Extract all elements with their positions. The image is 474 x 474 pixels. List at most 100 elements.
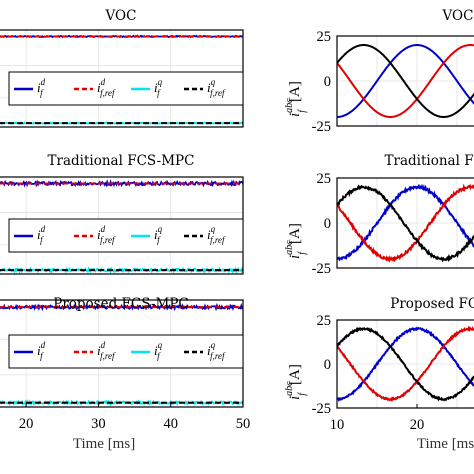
y-axis-label: iabc f [A]	[284, 223, 308, 259]
y-axis-label-base: i	[287, 255, 303, 259]
y-axis-label-sup: abc	[284, 240, 295, 255]
legend-entry-3: iq f	[154, 224, 163, 245]
legend-box	[8, 218, 244, 253]
legend-entry-base: i	[207, 343, 211, 358]
legend: id f id f,ref iq f iq f,ref	[8, 71, 244, 106]
y-tick-label: 0	[324, 74, 331, 90]
legend: id f id f,ref iq f iq f,ref	[8, 218, 244, 253]
x-tick-label: 50	[236, 416, 251, 432]
legend-entry-base: i	[97, 343, 101, 358]
legend-entry-base: i	[154, 343, 158, 358]
phase-c-line	[337, 184, 474, 263]
legend-entry-2: id f,ref	[97, 224, 116, 245]
legend: id f id f,ref iq f iq f,ref	[8, 334, 244, 369]
y-tick-label: 25	[317, 29, 332, 45]
plot-area	[0, 302, 243, 407]
legend-entry-base: i	[207, 227, 211, 242]
y-axis-label-base: i	[287, 113, 303, 117]
y-tick-label: -25	[312, 119, 331, 135]
legend-entry-sup: q	[211, 340, 216, 350]
y-axis-label-unit: [A]	[287, 223, 303, 244]
legend-entry-sup: d	[101, 224, 106, 234]
x-tick-label: 20	[19, 416, 34, 432]
y-axis-label-sub: f	[297, 109, 308, 113]
chart-title: Proposed FCS-MPC	[53, 296, 189, 312]
legend-entry-sub: f	[157, 88, 161, 98]
legend-entry-sup: d	[101, 340, 106, 350]
legend-box	[8, 71, 244, 106]
y-axis-label-sup: abc	[284, 381, 295, 396]
legend-entry-sup: q	[211, 224, 216, 234]
y-tick-label: 0	[324, 216, 331, 232]
y-axis-label-unit: [A]	[287, 364, 303, 385]
legend-entry-base: i	[97, 80, 101, 95]
legend-entry-sup: d	[41, 77, 46, 87]
legend-entry-sub: f,ref	[210, 351, 226, 361]
legend-entry-1: id f	[37, 224, 46, 245]
y-tick-label: 25	[317, 171, 332, 187]
axes-box	[336, 35, 474, 127]
legend-box	[8, 334, 244, 369]
chart-title: Proposed FCS-MPC	[390, 296, 474, 312]
legend-entry-sub: f	[157, 235, 161, 245]
y-tick-label: -25	[312, 261, 331, 277]
legend-entry-1: id f	[37, 77, 46, 98]
legend-entry-sub: f	[40, 235, 44, 245]
y-tick-label: 25	[317, 313, 332, 329]
y-tick-label: -25	[312, 401, 331, 417]
legend-entry-sup: d	[41, 340, 46, 350]
plot-area	[337, 325, 474, 403]
plot-area	[0, 34, 243, 125]
chart-panel-6: Proposed FCS-MPC 10 20 25 0 -25 Time [ms] iabcf…	[284, 296, 474, 452]
x-tick-label: 10	[330, 417, 345, 433]
legend-entry-sub: f,ref	[210, 235, 226, 245]
legend-entry-sub: f	[40, 88, 44, 98]
y-axis-label-sub: f	[297, 392, 308, 396]
legend-entry-3: iq f	[154, 340, 163, 361]
legend-entry-1: id f	[37, 340, 46, 361]
chart-title: VOC	[105, 8, 137, 24]
x-tick-label: 20	[410, 417, 425, 433]
legend-entry-sup: d	[41, 224, 46, 234]
legend-entry-base: i	[207, 80, 211, 95]
axes-box	[336, 177, 474, 269]
legend-entry-base: i	[37, 80, 41, 95]
phase-c-line	[337, 326, 474, 402]
legend-entry-sub: f,ref	[100, 351, 116, 361]
chart-title: Traditional FCS-MPC	[48, 153, 195, 169]
legend-entry-3: iq f	[154, 77, 163, 98]
chart-title: Traditional FCS-MPC	[385, 153, 474, 169]
plot-area	[337, 44, 474, 118]
y-axis-label-sub: f	[297, 251, 308, 255]
legend-entry-sub: f	[40, 351, 44, 361]
chart-title: VOC	[442, 8, 474, 24]
legend-entry-sub: f,ref	[100, 88, 116, 98]
legend-entry-4: iq f,ref	[207, 77, 226, 98]
plot-area	[337, 183, 474, 263]
legend-entry-base: i	[37, 227, 41, 242]
legend-entry-4: iq f,ref	[207, 340, 226, 361]
chart-panel-2: VOC 25 0 -25 iabc f [A]	[284, 8, 474, 135]
x-tick-label: 40	[163, 416, 178, 432]
legend-entry-base: i	[154, 80, 158, 95]
legend-entry-sup: q	[158, 340, 163, 350]
legend-entry-sup: q	[211, 77, 216, 87]
phase-c-line	[337, 44, 474, 118]
y-axis-label-sup: abc	[284, 98, 295, 113]
x-axis-label: Time [ms]	[417, 436, 474, 452]
legend-entry-4: iq f,ref	[207, 224, 226, 245]
legend-entry-base: i	[37, 343, 41, 358]
y-axis-label-unit: [A]	[287, 81, 303, 102]
y-axis-label: iabc f [A]	[284, 81, 308, 117]
legend-entry-sub: f,ref	[210, 88, 226, 98]
legend-entry-2: id f,ref	[97, 340, 116, 361]
legend-entry-sup: d	[101, 77, 106, 87]
x-tick-label: 30	[91, 416, 106, 432]
legend-entry-sup: q	[158, 224, 163, 234]
y-axis-label-base: i	[287, 396, 303, 400]
